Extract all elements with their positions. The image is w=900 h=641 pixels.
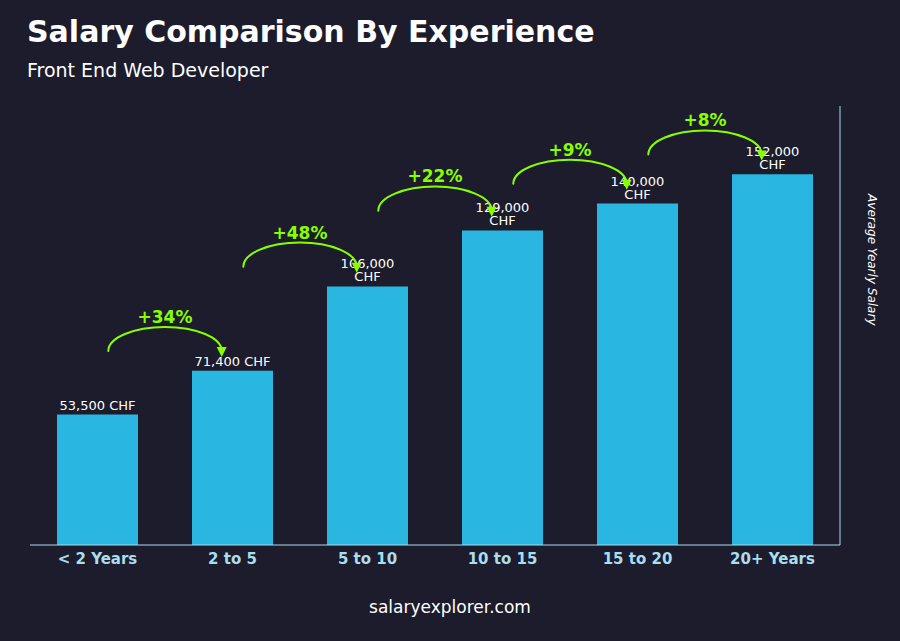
svg-text:15 to 20: 15 to 20 xyxy=(603,550,673,568)
svg-text:< 2 Years: < 2 Years xyxy=(58,550,138,568)
svg-text:+48%: +48% xyxy=(273,223,328,243)
svg-text:106,000CHF: 106,000CHF xyxy=(341,256,395,284)
html-text:Front End Web Developer: Front End Web Developer xyxy=(27,59,269,81)
html-text:salaryexplorer.com: salaryexplorer.com xyxy=(369,597,531,617)
svg-text:140,000CHF: 140,000CHF xyxy=(611,174,665,202)
svg-text:53,500 CHF: 53,500 CHF xyxy=(60,398,136,413)
svg-text:+22%: +22% xyxy=(408,166,463,186)
svg-text:Average Yearly Salary: Average Yearly Salary xyxy=(865,193,879,326)
svg-text:+9%: +9% xyxy=(548,140,591,160)
svg-text:2 to 5: 2 to 5 xyxy=(208,550,257,568)
svg-text:20+ Years: 20+ Years xyxy=(730,550,815,568)
svg-text:10 to 15: 10 to 15 xyxy=(468,550,538,568)
svg-text:71,400 CHF: 71,400 CHF xyxy=(195,354,271,369)
svg-text:129,000CHF: 129,000CHF xyxy=(476,200,530,228)
svg-text:+8%: +8% xyxy=(683,110,726,130)
html-text:Salary Comparison By Experienc: Salary Comparison By Experience xyxy=(27,14,595,49)
svg-text:+34%: +34% xyxy=(138,307,193,327)
svg-text:152,000CHF: 152,000CHF xyxy=(746,144,800,172)
svg-text:5 to 10: 5 to 10 xyxy=(338,550,397,568)
